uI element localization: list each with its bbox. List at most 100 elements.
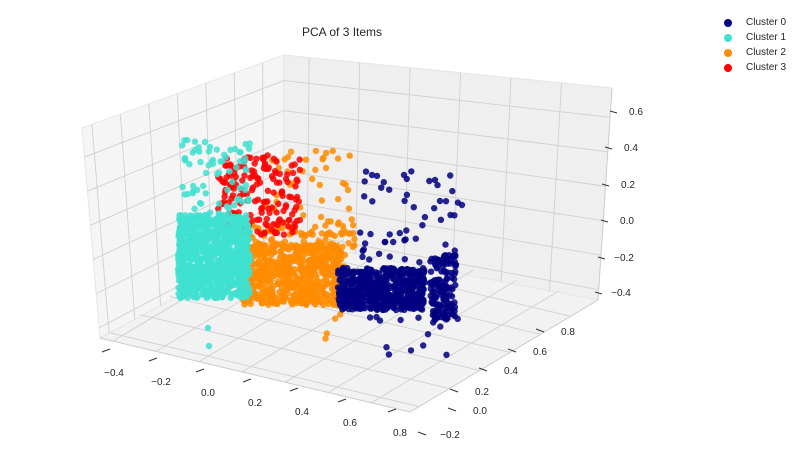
point-cluster-1 <box>221 151 228 158</box>
point-cluster-1 <box>203 294 210 302</box>
point-cluster-1 <box>206 143 214 151</box>
point-cluster-1 <box>218 254 225 262</box>
point-cluster-0 <box>378 184 385 191</box>
point-cluster-2 <box>350 222 357 229</box>
point-cluster-3 <box>291 207 298 214</box>
point-cluster-1 <box>242 249 249 256</box>
point-cluster-3 <box>254 228 261 235</box>
point-cluster-0 <box>444 269 451 276</box>
point-cluster-1 <box>229 231 236 239</box>
point-cluster-1 <box>186 241 194 248</box>
point-cluster-1 <box>197 243 205 250</box>
point-cluster-0 <box>449 253 456 260</box>
point-cluster-1 <box>201 250 208 257</box>
z-tick-label: 0.2 <box>621 180 635 191</box>
point-cluster-0 <box>361 240 369 247</box>
point-cluster-1 <box>181 155 189 162</box>
tick-mark <box>609 110 618 114</box>
legend-marker-icon <box>724 48 732 57</box>
z-tick-label: −0.2 <box>614 253 634 264</box>
point-cluster-1 <box>224 186 231 194</box>
point-cluster-0 <box>349 306 356 313</box>
point-cluster-0 <box>401 197 408 204</box>
point-cluster-0 <box>336 285 343 292</box>
point-cluster-2 <box>296 254 304 261</box>
point-cluster-2 <box>327 218 334 225</box>
point-cluster-0 <box>383 297 390 304</box>
point-cluster-0 <box>361 178 368 185</box>
y-axis-line <box>409 299 599 413</box>
point-cluster-3 <box>249 217 256 224</box>
legend-item-cluster-3: Cluster 3 <box>724 60 786 75</box>
point-cluster-3 <box>296 216 303 224</box>
point-cluster-2 <box>304 242 311 250</box>
x-gridline-floor <box>327 280 517 393</box>
legend-label: Cluster 1 <box>746 32 787 43</box>
point-cluster-3 <box>270 189 277 196</box>
point-cluster-1 <box>223 224 230 231</box>
point-cluster-1 <box>196 199 204 207</box>
point-cluster-1 <box>184 136 191 144</box>
point-cluster-2 <box>280 295 287 302</box>
point-cluster-0 <box>447 291 454 298</box>
y-tick-label: 0.4 <box>504 366 518 377</box>
point-cluster-0 <box>401 237 408 244</box>
point-cluster-1 <box>217 244 224 251</box>
tick-mark <box>507 348 517 353</box>
y-gridline-wall <box>452 72 462 273</box>
point-cluster-3 <box>273 209 280 216</box>
z-gridline-right <box>283 110 608 153</box>
tick-mark <box>417 431 427 436</box>
point-cluster-1 <box>209 286 216 294</box>
point-cluster-0 <box>426 177 433 185</box>
point-cluster-1 <box>191 138 199 145</box>
point-cluster-0 <box>437 323 444 330</box>
point-cluster-1 <box>190 182 197 190</box>
point-cluster-1 <box>234 239 241 246</box>
point-cluster-2 <box>332 315 339 322</box>
point-cluster-0 <box>381 238 388 246</box>
point-cluster-1 <box>205 231 212 239</box>
point-cluster-2 <box>313 256 320 263</box>
point-cluster-0 <box>375 250 383 257</box>
point-cluster-2 <box>289 269 297 276</box>
data-points <box>174 136 466 358</box>
point-cluster-1 <box>194 238 201 245</box>
point-cluster-2 <box>324 254 331 262</box>
point-cluster-0 <box>410 204 417 211</box>
point-cluster-2 <box>287 276 294 284</box>
point-cluster-1 <box>239 216 247 223</box>
y-gridline-floor <box>139 314 450 389</box>
point-cluster-1 <box>217 231 224 238</box>
point-cluster-0 <box>393 279 401 286</box>
point-cluster-2 <box>344 186 352 194</box>
z-gridline-left <box>87 110 284 192</box>
point-cluster-2 <box>309 264 317 271</box>
point-cluster-2 <box>262 291 270 298</box>
point-cluster-3 <box>270 155 278 162</box>
point-cluster-1 <box>206 209 214 216</box>
point-cluster-0 <box>386 186 393 193</box>
point-cluster-3 <box>289 169 297 177</box>
point-cluster-3 <box>291 220 298 228</box>
point-cluster-1 <box>177 223 184 230</box>
point-cluster-0 <box>418 269 426 276</box>
point-cluster-1 <box>242 166 249 173</box>
tick-mark <box>289 387 299 392</box>
point-cluster-2 <box>287 148 295 155</box>
legend-label: Cluster 0 <box>746 17 787 28</box>
point-cluster-1 <box>175 261 182 268</box>
point-cluster-2 <box>296 258 304 265</box>
tick-mark <box>600 219 609 223</box>
point-cluster-3 <box>251 160 258 167</box>
point-cluster-0 <box>447 211 454 219</box>
point-cluster-2 <box>348 216 355 223</box>
point-cluster-0 <box>441 252 448 260</box>
point-cluster-2 <box>281 238 289 245</box>
point-cluster-0 <box>436 197 444 205</box>
point-cluster-3 <box>284 171 291 178</box>
x-tick-label: −0.4 <box>104 368 124 379</box>
point-cluster-2 <box>293 247 300 254</box>
point-cluster-0 <box>441 313 448 320</box>
point-cluster-0 <box>366 256 373 263</box>
